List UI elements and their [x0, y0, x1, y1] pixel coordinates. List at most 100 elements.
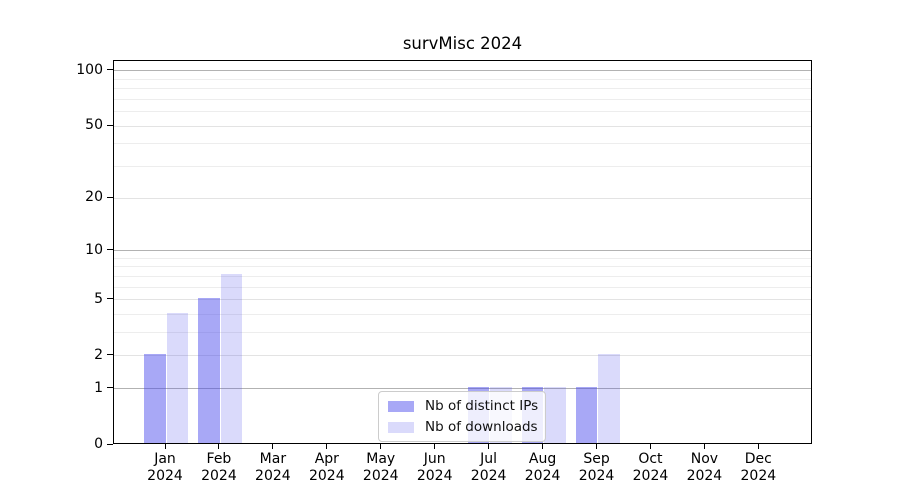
- minor-gridline: [114, 314, 811, 315]
- minor-gridline: [114, 332, 811, 334]
- y-tick-mark: [107, 69, 113, 71]
- x-tick-label: Sep 2024: [562, 451, 632, 485]
- legend-item: Nb of downloads: [388, 418, 538, 436]
- minor-gridline: [114, 88, 811, 90]
- x-tick-month: Oct: [638, 451, 663, 467]
- minor-gridline: [114, 143, 811, 145]
- x-tick-mark: [542, 444, 544, 449]
- x-tick-label: Dec 2024: [723, 451, 793, 485]
- x-tick-label: Jun 2024: [400, 451, 470, 485]
- y-tick-mark: [107, 249, 113, 251]
- bar-distinct-ips-jan: [144, 353, 166, 443]
- x-tick-label: Nov 2024: [669, 451, 739, 485]
- y-tick-mark: [107, 124, 113, 126]
- x-tick-month: May: [366, 451, 396, 467]
- bar-downloads-aug: [544, 386, 566, 443]
- x-tick-mark: [164, 444, 166, 449]
- bar-downloads-feb: [220, 274, 243, 443]
- legend-label: Nb of downloads: [425, 419, 538, 435]
- minor-gridline: [114, 266, 811, 268]
- y-tick-mark: [107, 196, 113, 198]
- chart-title: survMisc 2024: [402, 34, 523, 53]
- x-tick-mark: [434, 444, 436, 449]
- bar-downloads-jan: [166, 312, 189, 443]
- bar-distinct-ips-feb: [198, 297, 220, 443]
- decade-gridline: [114, 250, 811, 252]
- x-tick-year: 2024: [632, 468, 669, 484]
- x-tick-year: 2024: [578, 468, 615, 484]
- x-tick-label: Jul 2024: [454, 451, 524, 485]
- x-tick-year: 2024: [416, 468, 453, 484]
- x-tick-year: 2024: [740, 468, 777, 484]
- y-tick-mark: [107, 387, 113, 389]
- y-tick-mark: [107, 443, 113, 445]
- x-tick-year: 2024: [147, 468, 183, 484]
- y-tick-label: 5: [94, 290, 103, 307]
- x-tick-year: 2024: [470, 468, 507, 484]
- legend-swatch-distinct-ips: [388, 400, 414, 412]
- y-tick-mark: [107, 298, 113, 300]
- x-tick-mark: [596, 444, 598, 449]
- x-tick-month: Aug: [528, 451, 557, 467]
- y-tick-mark: [107, 354, 113, 356]
- x-tick-year: 2024: [255, 468, 291, 484]
- x-tick-month: Jul: [480, 451, 498, 467]
- y-tick-label: 10: [85, 241, 103, 258]
- x-tick-year: 2024: [201, 468, 237, 484]
- x-tick-label: Aug 2024: [508, 451, 578, 485]
- minor-gridline: [114, 166, 811, 168]
- x-tick-month: Mar: [259, 451, 287, 467]
- x-tick-label: Oct 2024: [615, 451, 685, 485]
- x-tick-label: Feb 2024: [184, 451, 254, 485]
- x-tick-label: Mar 2024: [238, 451, 308, 485]
- minor-gridline: [114, 98, 811, 100]
- x-tick-year: 2024: [686, 468, 723, 484]
- minor-gridline: [114, 275, 811, 277]
- legend-item: Nb of distinct IPs: [388, 397, 539, 415]
- x-tick-label: Apr 2024: [292, 451, 362, 485]
- x-tick-label: May 2024: [346, 451, 416, 485]
- x-tick-mark: [757, 444, 759, 449]
- plot-area: Nb of distinct IPs Nb of downloads: [113, 60, 812, 444]
- minor-gridline: [114, 286, 811, 288]
- minor-gridline: [114, 111, 811, 113]
- major-gridline: [114, 355, 811, 357]
- x-tick-year: 2024: [362, 468, 399, 484]
- major-gridline: [114, 299, 811, 301]
- x-tick-month: Jun: [423, 451, 446, 467]
- x-tick-mark: [272, 444, 274, 449]
- y-tick-label: 0: [94, 436, 103, 452]
- legend: Nb of distinct IPs Nb of downloads: [378, 391, 546, 442]
- bar-distinct-ips-sep: [575, 386, 598, 443]
- decade-gridline: [114, 70, 811, 72]
- x-tick-month: Nov: [690, 451, 719, 467]
- x-tick-mark: [488, 444, 490, 449]
- legend-swatch-downloads: [388, 421, 414, 433]
- y-tick-label: 20: [85, 189, 103, 206]
- decade-gridline: [114, 388, 811, 390]
- x-tick-month: Apr: [314, 451, 339, 467]
- y-tick-label: 2: [94, 346, 103, 363]
- x-tick-mark: [380, 444, 382, 449]
- major-gridline: [114, 125, 811, 127]
- x-tick-month: Sep: [583, 451, 610, 467]
- x-tick-month: Jan: [154, 451, 176, 467]
- x-tick-month: Feb: [206, 451, 232, 467]
- y-tick-label: 1: [94, 379, 103, 396]
- major-gridline: [114, 197, 811, 199]
- x-tick-label: Jan 2024: [130, 451, 200, 485]
- x-tick-month: Dec: [744, 451, 772, 467]
- y-tick-label: 50: [85, 117, 103, 134]
- x-tick-year: 2024: [524, 468, 561, 484]
- x-tick-mark: [703, 444, 705, 449]
- x-tick-mark: [218, 444, 220, 449]
- x-tick-mark: [326, 444, 328, 449]
- x-tick-year: 2024: [308, 468, 345, 484]
- x-tick-mark: [649, 444, 651, 449]
- legend-label: Nb of distinct IPs: [425, 398, 539, 414]
- minor-gridline: [114, 257, 811, 259]
- y-tick-label: 100: [76, 61, 103, 78]
- minor-gridline: [114, 78, 811, 80]
- bar-downloads-sep: [598, 353, 620, 443]
